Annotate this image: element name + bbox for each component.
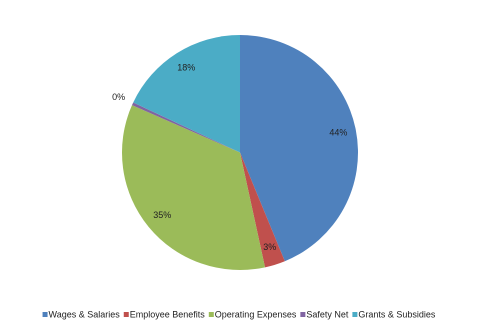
data-label: 3% bbox=[263, 242, 276, 252]
legend-label: Operating Expenses bbox=[215, 309, 297, 319]
pie-slice bbox=[240, 152, 285, 268]
legend-marker bbox=[208, 312, 214, 317]
legend-label: Wages & Salaries bbox=[49, 309, 121, 319]
legend-marker bbox=[352, 312, 358, 317]
legend-marker bbox=[123, 312, 129, 317]
data-label: 44% bbox=[329, 128, 347, 138]
pie-slice bbox=[240, 35, 359, 262]
pie-slice bbox=[132, 102, 240, 153]
legend-marker bbox=[300, 312, 306, 317]
data-label: 35% bbox=[153, 210, 171, 220]
legend-label: Grants & Subsidies bbox=[358, 309, 436, 319]
data-label: 18% bbox=[177, 63, 195, 73]
legend-label: Safety Net bbox=[306, 309, 349, 319]
data-label: 0% bbox=[112, 92, 125, 102]
pie-slice bbox=[121, 105, 266, 270]
legend-label: Employee Benefits bbox=[130, 309, 206, 319]
pie-slice bbox=[133, 35, 240, 153]
legend-marker bbox=[42, 312, 48, 317]
